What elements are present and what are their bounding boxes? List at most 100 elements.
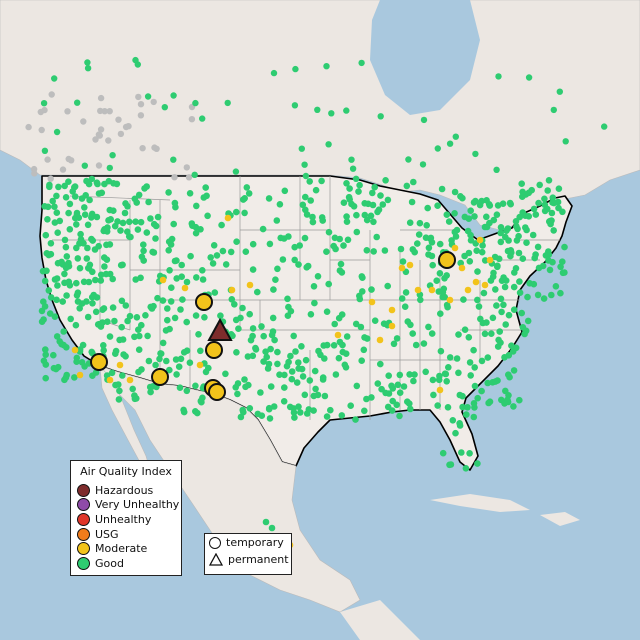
good-station-marker: [470, 413, 478, 421]
good-station-marker: [197, 347, 204, 355]
good-station-marker: [493, 302, 500, 309]
good-station-marker: [411, 248, 419, 256]
good-station-marker: [192, 312, 200, 319]
good-station-marker: [323, 62, 330, 70]
good-station-marker: [409, 330, 417, 337]
good-station-marker: [191, 171, 198, 178]
good-station-marker: [88, 210, 96, 218]
moderate-station-marker: [126, 376, 134, 384]
good-station-marker: [268, 331, 276, 339]
good-station-marker: [132, 218, 139, 225]
good-station-marker: [135, 326, 142, 334]
good-station-marker: [135, 346, 143, 354]
good-station-marker: [44, 203, 52, 211]
good-station-marker: [76, 348, 84, 355]
good-station-marker: [548, 209, 556, 217]
good-station-marker: [321, 355, 328, 362]
good-station-marker: [268, 524, 276, 532]
good-station-marker: [186, 190, 194, 197]
inactive-station-marker: [105, 137, 112, 144]
good-station-marker: [288, 375, 296, 383]
good-station-marker: [486, 219, 493, 227]
good-station-marker: [475, 303, 483, 310]
good-station-marker: [544, 187, 551, 194]
moderate-station-marker: [116, 361, 124, 369]
good-station-marker: [100, 342, 107, 349]
good-station-marker: [84, 244, 91, 252]
good-station-marker: [162, 327, 170, 334]
good-station-marker: [133, 395, 140, 402]
good-station-marker: [42, 351, 49, 359]
good-station-marker: [227, 248, 235, 256]
good-station-marker: [478, 387, 485, 395]
good-station-marker: [53, 333, 61, 340]
inactive-station-marker: [151, 144, 158, 151]
good-station-marker: [549, 194, 557, 201]
good-station-marker: [249, 240, 257, 248]
good-station-marker: [140, 247, 147, 255]
good-station-marker: [343, 180, 350, 187]
good-station-marker: [210, 242, 218, 249]
good-station-marker: [172, 356, 180, 363]
good-station-marker: [453, 355, 461, 362]
good-station-marker: [410, 178, 417, 186]
good-station-marker: [516, 278, 523, 285]
good-station-marker: [338, 269, 346, 276]
good-station-marker: [79, 341, 87, 349]
good-station-marker: [472, 197, 479, 205]
good-station-marker: [76, 305, 83, 312]
good-station-marker: [193, 274, 200, 281]
good-station-marker: [412, 341, 420, 349]
good-station-marker: [176, 384, 184, 392]
good-station-marker: [94, 180, 101, 188]
good-station-marker: [546, 266, 554, 274]
triangle-icon: [209, 553, 223, 566]
moderate-station-marker: [224, 214, 232, 222]
good-station-marker: [40, 100, 48, 107]
good-station-marker: [516, 289, 524, 297]
moderate-station-marker: [428, 286, 436, 294]
circle-icon: [209, 536, 221, 549]
good-station-marker: [436, 372, 443, 380]
good-station-marker: [299, 373, 307, 380]
good-station-marker: [249, 352, 257, 360]
good-station-marker: [393, 335, 401, 342]
good-station-marker: [498, 308, 505, 316]
good-station-marker: [477, 315, 484, 323]
good-station-marker: [213, 252, 221, 259]
good-station-marker: [156, 355, 163, 363]
good-station-marker: [233, 349, 240, 356]
legend-item-permanent: permanent: [205, 551, 291, 568]
good-station-marker: [274, 348, 281, 356]
good-station-marker: [84, 313, 92, 321]
good-station-marker: [244, 353, 252, 360]
good-station-marker: [53, 296, 60, 304]
good-station-marker: [438, 185, 446, 193]
good-station-marker: [161, 104, 168, 111]
good-station-marker: [358, 59, 365, 67]
good-station-marker: [97, 277, 105, 284]
good-station-marker: [384, 196, 392, 204]
good-station-marker: [131, 333, 138, 341]
good-station-marker: [315, 347, 322, 355]
good-station-marker: [345, 193, 353, 201]
good-station-marker: [455, 331, 462, 338]
canada-land: [0, 0, 640, 231]
good-station-marker: [420, 340, 428, 347]
good-station-marker: [505, 352, 513, 359]
good-station-marker: [510, 403, 517, 410]
good-station-marker: [353, 211, 360, 219]
temporary-monitor-marker: [205, 341, 223, 359]
monitor-type-legend: temporary permanent: [204, 533, 292, 575]
good-station-marker: [530, 280, 538, 288]
good-station-marker: [119, 336, 127, 343]
temporary-monitor-marker: [195, 293, 213, 311]
good-station-marker: [552, 283, 560, 290]
good-station-marker: [186, 359, 194, 367]
good-station-marker: [335, 314, 343, 322]
good-station-marker: [150, 302, 157, 310]
moderate-swatch: [77, 542, 90, 556]
good-station-marker: [382, 177, 389, 184]
good-station-marker: [143, 183, 150, 190]
